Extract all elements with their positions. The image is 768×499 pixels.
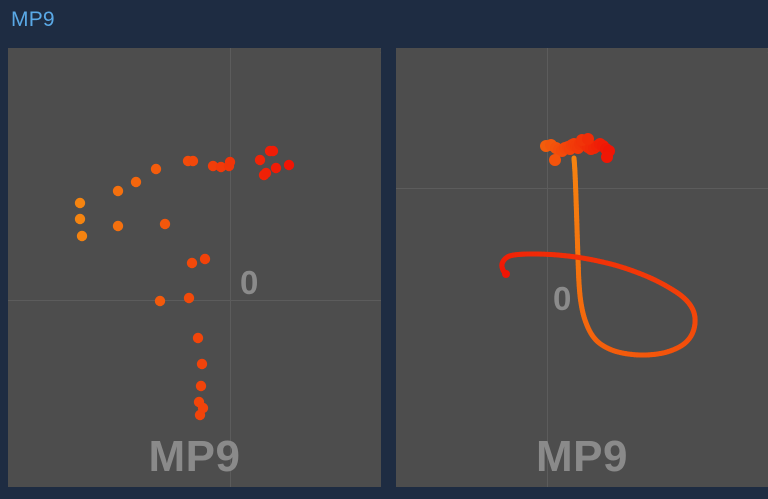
cluster-point (601, 151, 613, 163)
scatter-point (187, 155, 199, 167)
panel-watermark-label: MP9 (536, 432, 628, 481)
scatter-point (207, 160, 219, 172)
page-title: MP9 (11, 8, 55, 31)
scatter-point (267, 145, 279, 157)
scatter-point (74, 213, 86, 225)
scatter-point (159, 218, 171, 230)
chart-panel-trajectory[interactable]: 0-56-11-S7 0 MP9 (396, 48, 768, 487)
horizontal-gridline (8, 300, 381, 301)
scatter-point (112, 185, 124, 197)
scatter-point (150, 163, 162, 175)
scatter-point (192, 332, 204, 344)
trajectory-end-marker (502, 270, 510, 278)
scatter-point (199, 253, 211, 265)
scatter-point (76, 230, 88, 242)
origin-zero-label: 0 (553, 280, 572, 317)
scatter-point (74, 197, 86, 209)
origin-zero-label: 0 (240, 264, 259, 301)
scatter-point (186, 257, 198, 269)
horizontal-gridline (396, 188, 768, 189)
scatter-point (197, 402, 209, 414)
chart-panel-scatter[interactable]: 0-56-11-S7 0 MP9 (8, 48, 381, 487)
scatter-point (283, 159, 295, 171)
scatter-point (224, 156, 236, 168)
scatter-point (260, 167, 272, 179)
scatter-point (196, 358, 208, 370)
vertical-gridline (230, 48, 231, 487)
timestamp-label: 0-56-11-S7 (378, 48, 381, 56)
scatter-plot-canvas (74, 145, 295, 421)
scatter-point (183, 292, 195, 304)
cluster-point (582, 133, 594, 145)
scatter-point (130, 176, 142, 188)
scatter-point (195, 380, 207, 392)
header-bar: MP9 (0, 0, 768, 44)
scatter-point (112, 220, 124, 232)
scatter-point (254, 154, 266, 166)
scatter-point (154, 295, 166, 307)
scatter-point (215, 161, 227, 173)
trajectory-plot-canvas (499, 133, 698, 358)
scatter-point (270, 162, 282, 174)
vertical-gridline (547, 48, 548, 487)
cluster-point (549, 154, 561, 166)
panel-watermark-label: MP9 (148, 432, 241, 481)
